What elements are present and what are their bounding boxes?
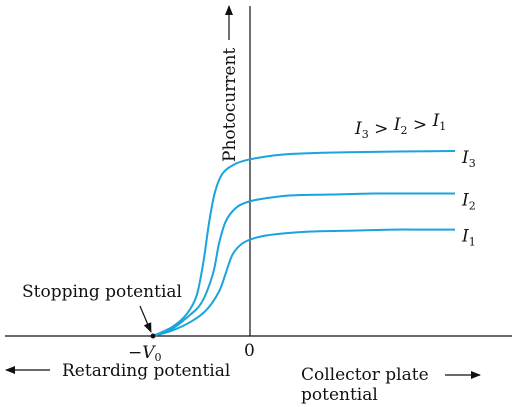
series-line-i1: [152, 228, 455, 337]
series-line-i3: [152, 150, 456, 337]
tick-label-origin: 0: [244, 341, 255, 361]
tick-label-stopping: −V0: [128, 343, 162, 364]
tick-label-stopping-sub: 0: [155, 351, 162, 364]
stopping-potential-pointer: [139, 305, 152, 333]
legend-relation: I3 > I2 > I1: [354, 111, 446, 141]
collector-label-line2: potential: [301, 385, 378, 405]
y-axis-label: Photocurrent: [220, 48, 240, 162]
series-label-i1: I1: [461, 227, 476, 249]
series-group: [152, 150, 456, 337]
series-labels: I3 I2 I1: [461, 148, 476, 249]
collector-label-line1: Collector plate: [301, 365, 429, 385]
series-line-i2: [152, 192, 455, 337]
tick-label-stopping-main: −V: [128, 343, 156, 363]
series-label-i3: I3: [461, 148, 476, 170]
stopping-point-marker: [150, 333, 156, 339]
series-label-i2: I2: [461, 191, 476, 213]
retarding-potential-label: Retarding potential: [62, 361, 230, 381]
stopping-potential-annotation: Stopping potential: [22, 282, 182, 302]
